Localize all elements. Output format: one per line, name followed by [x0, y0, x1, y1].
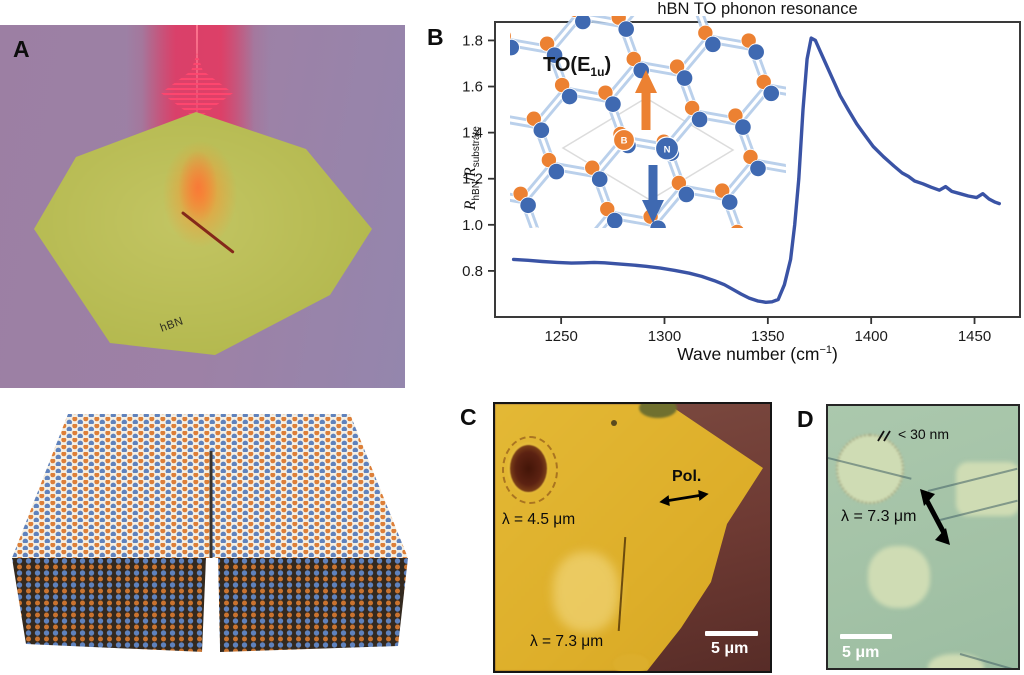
- panel-c-micrograph: λ = 4.5 μm λ = 7.3 μm Pol. 5 μm: [493, 402, 772, 673]
- defect-dot: [611, 420, 617, 426]
- wavelength-label: λ = 7.3 μm: [841, 508, 917, 525]
- svg-text:1.6: 1.6: [462, 79, 483, 96]
- phonon-mode-label: TO(E1u): [543, 54, 611, 79]
- panel-b-label: B: [427, 24, 444, 50]
- y-axis-ticks: 0.8 1.0 1.2 1.4 1.6 1.8: [462, 32, 495, 280]
- ylabel-sub2: substrate: [471, 126, 483, 168]
- xlabel-text: Wave number (cm: [677, 344, 820, 364]
- svg-text:0.8: 0.8: [462, 263, 483, 280]
- wavelength-label-bottom: λ = 7.3 μm: [530, 633, 604, 650]
- x-axis-ticks: 1250 1300 1350 1400 1450: [544, 317, 991, 345]
- slab-front-left-face: [12, 558, 206, 652]
- ablation-spot: [510, 445, 547, 492]
- reflectance-curve: [511, 36, 1001, 304]
- thin-region-blob-1: [836, 434, 904, 504]
- boron-atom-label: B: [621, 136, 628, 147]
- polarization-arrow-icon: [659, 489, 709, 507]
- hbn-lattice-inset: [510, 16, 786, 228]
- polarization-label: Pol.: [672, 468, 702, 485]
- burn-dashed-ring: [502, 436, 558, 504]
- svg-text:1350: 1350: [751, 328, 784, 345]
- thickness-label: < 30 nm: [898, 426, 949, 442]
- panel-c-label: C: [460, 404, 477, 430]
- x-axis-label: Wave number (cm−1): [495, 344, 1020, 365]
- mode-label-text: TO(E: [543, 54, 591, 76]
- nitrogen-arrow-head-icon: [642, 200, 664, 223]
- panel-d-label: D: [797, 406, 814, 432]
- panel-a-illustration: hBN: [0, 25, 405, 388]
- chart-title: hBN TO phonon resonance: [657, 0, 858, 18]
- svg-text:1.8: 1.8: [462, 32, 483, 49]
- ylabel-sub1: hBN: [471, 181, 483, 201]
- ylabel-r2: R: [461, 167, 479, 177]
- xlabel-close: ): [832, 344, 838, 364]
- thin-region-blob-3: [868, 546, 930, 608]
- scale-bar: [705, 631, 758, 636]
- svg-text:1450: 1450: [958, 328, 991, 345]
- boron-atom-icon: [612, 128, 636, 152]
- nitrogen-atom-label: N: [664, 145, 671, 156]
- y-axis-label: RhBN/Rsubstrate: [462, 83, 482, 253]
- svg-text:1250: 1250: [544, 328, 577, 345]
- panel-d-micrograph: < 30 nm λ = 7.3 μm 5 μm: [826, 404, 1020, 670]
- crack-pointer-slashes-icon: [877, 430, 891, 442]
- svg-text:1.2: 1.2: [462, 171, 483, 188]
- ylabel-slash: /: [461, 176, 479, 182]
- hbn-crystal-3d: [12, 414, 408, 652]
- svg-text:1400: 1400: [854, 328, 887, 345]
- nitrogen-atom-icon: [654, 136, 680, 161]
- polarization-arrow-icon: [920, 489, 950, 545]
- modified-region-patch: [553, 552, 619, 632]
- flake-top-notch: [639, 404, 677, 418]
- thin-region-blob-4: [928, 654, 984, 668]
- boron-arrow-head-icon: [635, 70, 657, 93]
- panel-a-label: A: [13, 36, 30, 62]
- slab-cleave-gap: [202, 558, 220, 652]
- scale-bar-label: 5 μm: [711, 640, 749, 657]
- phonon-spectrum-chart: B N 1250 1300 1350 1400 1450 0.8 1.0 1.2 1.4 1.6…: [462, 16, 1021, 345]
- mode-label-close: ): [604, 54, 612, 76]
- mode-label-subscript: 1u: [590, 65, 605, 79]
- ylabel-r1: R: [461, 200, 479, 210]
- flake-edge-bump: [613, 654, 649, 671]
- scale-bar-label: 5 μm: [842, 644, 880, 661]
- wavelength-label-top: λ = 4.5 μm: [502, 511, 576, 528]
- xlabel-superscript: −1: [819, 344, 833, 357]
- svg-text:1.0: 1.0: [462, 217, 483, 234]
- svg-text:1300: 1300: [648, 328, 681, 345]
- svg-text:1.4: 1.4: [462, 125, 483, 142]
- scale-bar: [840, 634, 892, 639]
- slab-front-right-face: [218, 558, 408, 652]
